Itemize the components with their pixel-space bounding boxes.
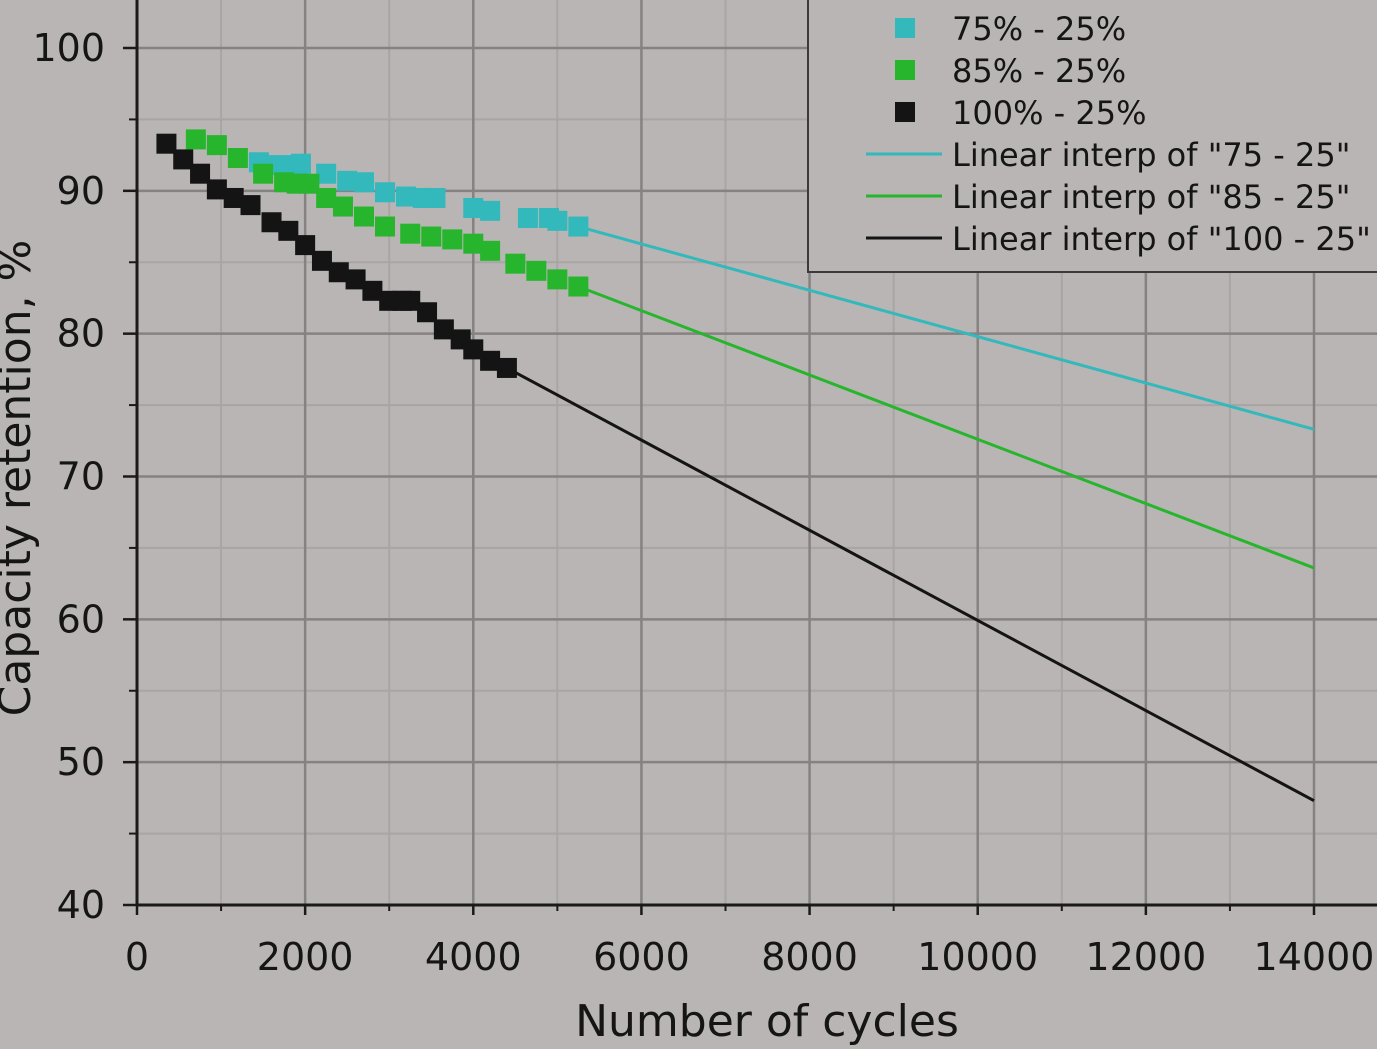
data-point [362,280,383,301]
data-point [240,195,261,216]
data-point [480,350,501,371]
x-tick-label: 8000 [761,935,858,979]
data-point [253,163,274,184]
data-point [295,235,316,256]
data-point [375,182,396,203]
x-tick-label: 4000 [425,935,522,979]
fit-lines [506,225,1315,803]
x-tick-label: 10000 [917,935,1038,979]
data-point [425,187,446,208]
y-tick-label: 40 [57,883,105,927]
data-point [353,206,374,227]
data-point [311,250,332,271]
legend-marker-symbol [895,102,915,122]
legend-label: Linear interp of "75 - 25" [952,136,1350,174]
data-point [463,339,484,360]
data-point [316,163,337,184]
data-point [185,129,206,150]
data-point [156,133,177,154]
legend-box [807,0,1377,273]
data-point [547,210,568,231]
data-point [417,302,438,323]
x-tick-label: 12000 [1085,935,1206,979]
data-point [375,216,396,237]
data-point [480,200,501,221]
x-tick-label: 0 [125,935,149,979]
data-point [278,220,299,241]
fit-line [577,285,1315,570]
legend: 75% - 25% 85% - 25% 100% - 25% Linear inter… [807,0,1377,273]
data-point [227,147,248,168]
data-point [463,233,484,254]
y-axis-label: Capacity retention, % [0,240,41,717]
y-tick-label: 90 [57,169,105,213]
data-point [337,170,358,191]
data-point [496,357,517,378]
data-point [568,276,589,297]
legend-label: Linear interp of "85 - 25" [952,178,1350,216]
data-point [400,223,421,244]
y-tick-label: 50 [57,740,105,784]
data-point [290,153,311,174]
data-point [433,319,454,340]
minor-gridlines [137,0,1377,905]
data-point [299,173,320,194]
x-tick-label: 6000 [593,935,690,979]
legend-label: Linear interp of "100 - 25" [952,220,1371,258]
x-tick-label: 14000 [1254,935,1375,979]
fit-line [506,366,1315,803]
data-point [190,163,211,184]
y-tick-label: 100 [32,26,105,70]
x-axis-ticks: 0 2000 4000 6000 8000 10000 12000 14000 [125,905,1375,979]
data-point [568,216,589,237]
data-point [206,179,227,200]
legend-label: 75% - 25% [952,10,1126,48]
data-point [400,290,421,311]
x-tick-label: 2000 [257,935,354,979]
axes [135,0,1377,907]
y-tick-label: 60 [57,597,105,641]
y-tick-label: 70 [57,455,105,499]
data-point [223,187,244,208]
data-points [156,129,589,378]
data-point [421,226,442,247]
x-axis-label: Number of cycles [575,996,959,1047]
data-point [261,212,282,233]
data-point [480,240,501,261]
data-point [206,135,227,156]
data-point [353,172,374,193]
y-tick-label: 80 [57,312,105,356]
data-point [396,186,417,207]
data-point [173,149,194,170]
data-point [517,207,538,228]
legend-marker-symbol [895,18,915,38]
data-point [547,269,568,290]
data-point [328,262,349,283]
data-point [505,253,526,274]
legend-label: 85% - 25% [952,52,1126,90]
data-point [442,229,463,250]
data-point [345,269,366,290]
legend-label: 100% - 25% [952,94,1147,132]
data-point [463,197,484,218]
data-point [316,187,337,208]
data-point [526,260,547,281]
data-point [332,196,353,217]
y-axis-ticks: 40 50 60 70 80 90 100 [32,26,137,927]
fit-line [577,225,1315,431]
legend-marker-symbol [895,60,915,80]
